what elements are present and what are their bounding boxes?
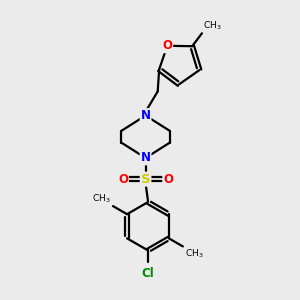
- Text: O: O: [163, 172, 173, 186]
- Text: CH$_3$: CH$_3$: [92, 192, 111, 205]
- Text: O: O: [162, 39, 172, 52]
- Text: Cl: Cl: [142, 267, 154, 280]
- Text: S: S: [141, 172, 150, 186]
- Text: CH$_3$: CH$_3$: [203, 19, 222, 32]
- Text: N: N: [141, 109, 151, 122]
- Text: O: O: [118, 172, 128, 186]
- Text: N: N: [141, 152, 151, 164]
- Text: CH$_3$: CH$_3$: [185, 248, 204, 260]
